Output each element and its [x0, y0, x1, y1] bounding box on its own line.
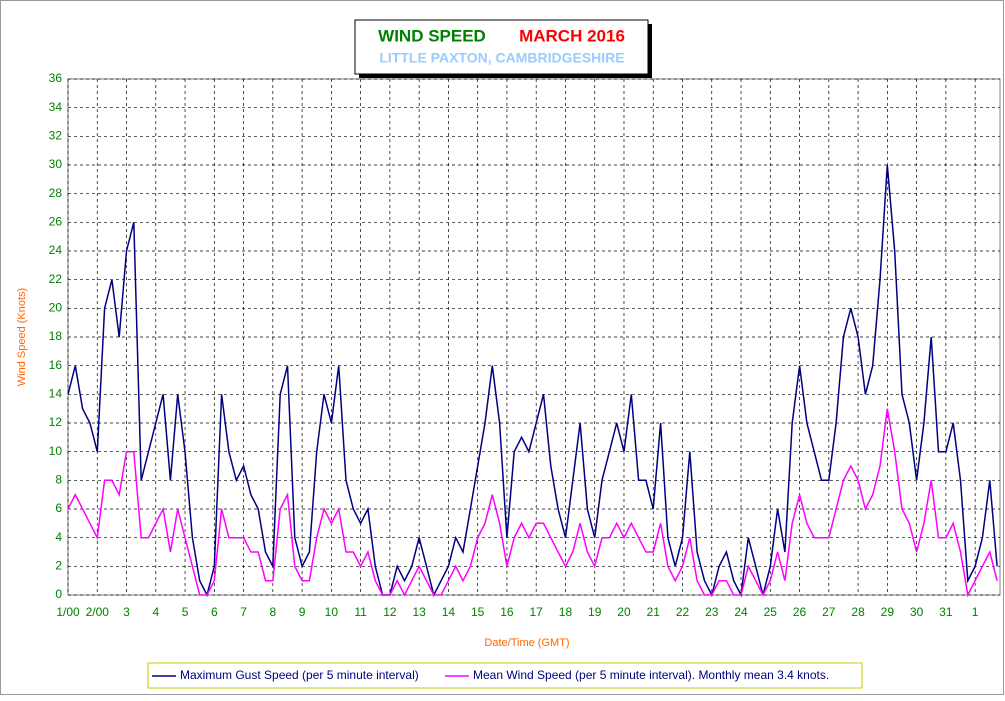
chart-title-month: MARCH 2016	[519, 26, 625, 45]
y-tick-label: 36	[49, 71, 63, 85]
y-tick-label: 2	[55, 559, 62, 573]
y-tick-label: 30	[49, 157, 63, 171]
y-tick-label: 20	[49, 301, 63, 315]
y-tick-label: 32	[49, 129, 63, 143]
y-tick-label: 12	[49, 415, 63, 429]
x-tick-label: 28	[851, 605, 865, 619]
x-tick-label: 11	[354, 605, 367, 619]
x-tick-label: 13	[412, 605, 426, 619]
y-tick-label: 0	[55, 587, 62, 601]
x-tick-label: 24	[734, 605, 748, 619]
x-tick-label: 26	[793, 605, 807, 619]
x-tick-label: 5	[182, 605, 189, 619]
x-tick-label: 31	[939, 605, 953, 619]
x-tick-label: 9	[299, 605, 306, 619]
x-tick-label: 3	[123, 605, 130, 619]
x-tick-label: 27	[822, 605, 836, 619]
chart-subtitle: LITTLE PAXTON, CAMBRIDGESHIRE	[379, 50, 624, 66]
x-tick-label: 4	[152, 605, 159, 619]
legend-label: Mean Wind Speed (per 5 minute interval).…	[473, 668, 829, 682]
y-tick-label: 6	[55, 501, 62, 515]
x-tick-label: 30	[910, 605, 924, 619]
y-tick-label: 24	[49, 243, 63, 257]
x-tick-label: 17	[530, 605, 544, 619]
y-tick-label: 18	[49, 329, 63, 343]
y-tick-label: 14	[49, 387, 63, 401]
legend	[147, 662, 863, 689]
x-tick-label: 22	[676, 605, 690, 619]
y-tick-label: 4	[55, 530, 62, 544]
data-line	[67, 164, 998, 598]
x-tick-label: 29	[881, 605, 895, 619]
x-tick-label: 1	[972, 605, 979, 619]
data-line	[67, 408, 998, 598]
y-tick-label: 16	[49, 358, 63, 372]
y-axis-title: Wind Speed (Knots)	[16, 288, 28, 386]
y-tick-label: 10	[49, 444, 63, 458]
x-tick-label: 2/00	[86, 605, 110, 619]
x-axis-title: Date/Time (GMT)	[484, 637, 569, 649]
x-tick-label: 10	[325, 605, 339, 619]
y-tick-label: 22	[49, 272, 63, 286]
x-tick-label: 14	[442, 605, 456, 619]
x-tick-label: 7	[240, 605, 247, 619]
x-tick-label: 21	[647, 605, 661, 619]
y-tick-label: 26	[49, 215, 63, 229]
x-tick-label: 6	[211, 605, 218, 619]
legend-label: Maximum Gust Speed (per 5 minute interva…	[180, 668, 419, 682]
x-tick-label: 18	[559, 605, 573, 619]
x-tick-label: 16	[500, 605, 514, 619]
x-tick-label: 1/00	[56, 605, 80, 619]
y-tick-label: 8	[55, 473, 62, 487]
x-tick-label: 20	[617, 605, 631, 619]
x-tick-label: 15	[471, 605, 485, 619]
x-tick-label: 19	[588, 605, 602, 619]
chart-title: WIND SPEED	[378, 26, 486, 45]
x-tick-label: 8	[269, 605, 276, 619]
x-tick-label: 23	[705, 605, 719, 619]
y-tick-label: 34	[49, 100, 63, 114]
x-tick-label: 12	[383, 605, 397, 619]
title-box	[354, 19, 649, 75]
x-tick-label: 25	[764, 605, 778, 619]
y-tick-label: 28	[49, 186, 63, 200]
